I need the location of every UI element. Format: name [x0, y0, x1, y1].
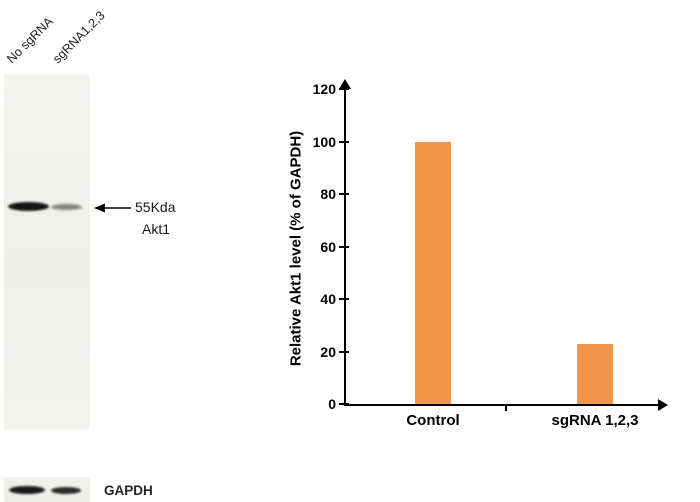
lane-label-sgrna: sgRNA1,2,3: [50, 8, 108, 67]
akt1-band-lane2: [51, 204, 82, 210]
lane-label-no-sgrna: No sgRNA: [4, 14, 56, 66]
y-tick-label: 120: [312, 81, 336, 97]
y-axis-line: [344, 88, 346, 405]
left-arrow-icon: [94, 203, 131, 213]
x-axis-arrow-icon: [658, 399, 668, 411]
band-protein-label: Akt1: [142, 221, 171, 237]
y-tick-label: 0: [328, 396, 336, 412]
x-axis-line: [344, 404, 660, 406]
gapdh-band-lane2: [51, 487, 81, 494]
bar-sgrna-123: [577, 343, 613, 404]
akt1-band-lane1: [8, 202, 49, 211]
x-category-label-sgrna: sgRNA 1,2,3: [551, 412, 639, 429]
y-axis-arrow-icon: [339, 79, 351, 89]
gapdh-band-lane1: [9, 486, 45, 494]
y-tick-label: 60: [320, 238, 336, 255]
bar-control: [415, 141, 451, 404]
akt1-blot-image: [4, 74, 90, 430]
y-tick-label: 40: [320, 291, 336, 307]
y-tick-label: 100: [312, 133, 336, 150]
x-axis-tick-mark: [505, 404, 507, 411]
band-size-label: 55Kda: [135, 199, 176, 215]
x-category-label-control: Control: [406, 412, 460, 429]
y-tick-label: 20: [320, 343, 336, 360]
gapdh-blot-image: [4, 477, 90, 502]
gapdh-label: GAPDH: [104, 483, 153, 498]
y-tick-label: 80: [320, 186, 336, 202]
